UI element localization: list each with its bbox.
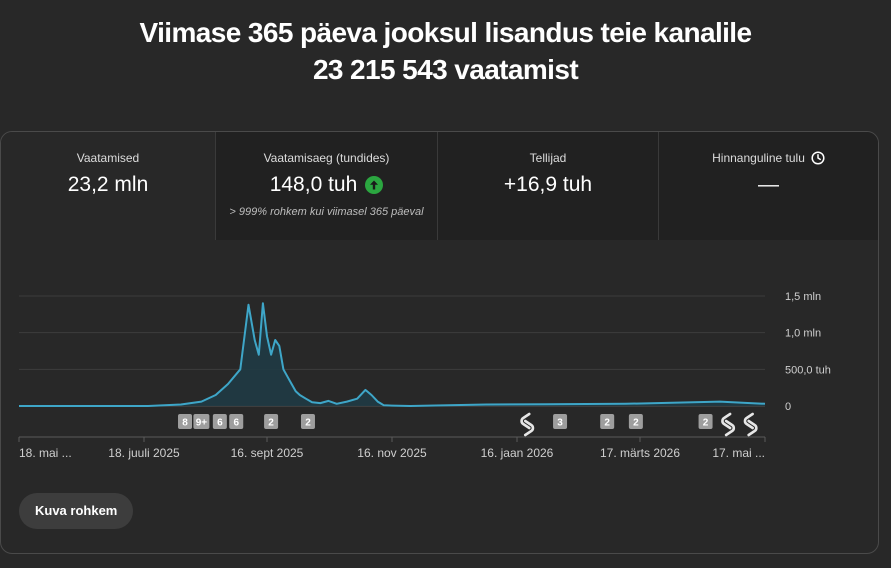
badge-label: 2 — [268, 418, 274, 429]
badge-bg — [264, 414, 279, 429]
tab-watch-time[interactable]: Vaatamisaeg (tundides) 148,0 tuh > 999% … — [215, 132, 437, 240]
tab-subscribers-label: Tellijad — [529, 151, 567, 165]
views-line-chart: 0 500,0 tuh 1,0 mln 1,5 mln 18. mai ... 18. j… — [18, 291, 831, 460]
x-tick-label: 16. sept 2025 — [231, 446, 304, 460]
headline-line1: Viimase 365 päeva jooksul lisandus teie … — [139, 17, 753, 48]
tab-views-label: Vaatamised — [76, 151, 140, 165]
badge-bg — [698, 414, 713, 429]
arrow-up-circle-icon — [365, 176, 384, 194]
x-tick-label: 18. juuli 2025 — [108, 446, 180, 460]
tab-revenue-value: — — [758, 173, 779, 196]
video-count-badge[interactable]: 6 — [229, 414, 244, 429]
y-tick-label: 500,0 tuh — [785, 364, 831, 376]
show-more-button[interactable]: Kuva rohkem — [19, 493, 134, 529]
video-count-badge[interactable]: 2 — [628, 414, 643, 429]
badge-label: 9+ — [196, 418, 208, 429]
badge-bg — [212, 414, 227, 429]
badge-bg — [178, 414, 193, 429]
tab-views-value: 23,2 mln — [67, 173, 149, 196]
tab-subscribers-value: +16,9 tuh — [503, 173, 593, 196]
shorts-icon-shape — [520, 412, 535, 437]
y-tick-label: 0 — [785, 401, 791, 413]
tab-views[interactable]: Vaatamised 23,2 mln — [1, 132, 215, 240]
tab-watch-time-change: > 999% rohkem kui viimasel 365 päeval — [229, 206, 424, 218]
badge-bg — [300, 414, 315, 429]
page-headline: Viimase 365 päeva jooksul lisandus teie … — [0, 14, 891, 88]
badge-bg — [193, 414, 210, 429]
badge-bg — [229, 414, 244, 429]
headline-total-views: 23 215 543 vaatamist — [312, 54, 579, 85]
video-count-badge[interactable]: 6 — [212, 414, 227, 429]
shorts-icon-shape — [721, 412, 736, 437]
y-tick-label: 1,5 mln — [785, 291, 821, 303]
shorts-icon[interactable] — [520, 412, 535, 437]
shorts-icon[interactable] — [721, 412, 736, 437]
badge-label: 2 — [604, 418, 610, 429]
badge-bg — [628, 414, 643, 429]
badge-label: 3 — [557, 418, 563, 429]
shorts-icon-shape — [743, 412, 758, 437]
clock-icon[interactable] — [811, 151, 825, 165]
analytics-card: Vaatamised 23,2 mln Vaatamisaeg (tundide… — [0, 131, 879, 554]
x-tick-label: 17. mai ... — [712, 446, 765, 460]
tab-revenue-label: Hinnanguline tulu — [712, 151, 805, 165]
video-count-badge[interactable]: 8 — [178, 414, 193, 429]
x-tick-label: 16. nov 2025 — [357, 446, 427, 460]
badge-label: 6 — [217, 418, 223, 429]
tab-watch-time-label: Vaatamisaeg (tundides) — [263, 151, 390, 165]
x-tick-label: 18. mai ... — [19, 446, 72, 460]
badge-label: 2 — [703, 418, 709, 429]
video-count-badge[interactable]: 2 — [264, 414, 279, 429]
video-count-badge[interactable]: 2 — [300, 414, 315, 429]
video-count-badge[interactable]: 3 — [553, 414, 568, 429]
badge-bg — [553, 414, 568, 429]
badge-label: 6 — [233, 418, 239, 429]
y-tick-label: 1,0 mln — [785, 328, 821, 340]
metric-tabs: Vaatamised 23,2 mln Vaatamisaeg (tundide… — [1, 132, 878, 240]
series-area — [19, 303, 765, 406]
x-tick-label: 17. märts 2026 — [600, 446, 680, 460]
video-count-badge[interactable]: 2 — [600, 414, 615, 429]
badge-label: 2 — [633, 418, 639, 429]
tab-revenue[interactable]: Hinnanguline tulu — — [658, 132, 878, 240]
x-tick-label: 16. jaan 2026 — [481, 446, 554, 460]
video-count-badge[interactable]: 2 — [698, 414, 713, 429]
badge-bg — [600, 414, 615, 429]
badge-label: 2 — [305, 418, 311, 429]
video-count-badge[interactable]: 9+ — [193, 414, 210, 429]
tab-watch-time-value: 148,0 tuh — [269, 173, 358, 196]
tab-subscribers[interactable]: Tellijad +16,9 tuh — [437, 132, 658, 240]
shorts-icon[interactable] — [743, 412, 758, 437]
badge-label: 8 — [182, 418, 188, 429]
series-line — [19, 302, 766, 407]
